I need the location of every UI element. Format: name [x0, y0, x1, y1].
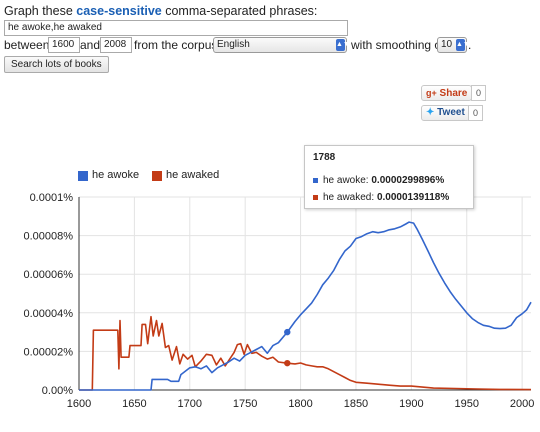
x-tick-label: 1900 [399, 398, 423, 410]
tooltip-year: 1788 [313, 152, 336, 163]
start-year-input[interactable]: 1600 [48, 37, 80, 53]
share-count: 0 [471, 85, 487, 101]
instructions-prefix: Graph these [4, 4, 77, 18]
tweet-button[interactable]: ✦ Tweet [421, 105, 470, 121]
tooltip-swatch-awoke [313, 177, 318, 183]
case-sensitive-link[interactable]: case-sensitive [76, 4, 162, 18]
y-tick-label: 0.00002% [23, 346, 73, 358]
tweet-label: Tweet [437, 107, 465, 118]
tooltip-value-awaked: 0.0000139118% [376, 192, 450, 203]
tooltip-label-awaked: he awaked: [323, 192, 375, 203]
x-tick-label: 1700 [178, 398, 202, 410]
end-year-input[interactable]: 2008 [100, 37, 132, 53]
share-label: Share [439, 88, 468, 99]
search-button[interactable]: Search lots of books [4, 56, 109, 73]
x-tick-label: 1800 [288, 398, 312, 410]
corpus-value: English [217, 39, 250, 50]
between-label: between [4, 38, 50, 52]
select-arrows-icon: ▲▼ [456, 39, 470, 51]
and-label: and [80, 38, 101, 52]
tooltip-row-awaked: he awaked: 0.0000139118% [313, 192, 449, 203]
legend-label-awoke: he awoke [92, 169, 140, 181]
tooltip-value-awoke: 0.0000299896% [371, 175, 445, 186]
smoothing-label: with smoothing of [351, 38, 445, 52]
tooltip: 1788 he awoke: 0.0000299896% he awaked: … [304, 145, 474, 209]
legend-swatch-awaked [152, 171, 162, 181]
y-tick-label: 0.00% [42, 385, 73, 397]
x-tick-label: 2000 [510, 398, 534, 410]
google-plus-icon: g+ [426, 88, 437, 98]
instructions-suffix: comma-separated phrases: [161, 4, 318, 18]
x-tick-label: 1650 [122, 398, 146, 410]
series-line-he-awoke [79, 221, 532, 391]
corpus-select[interactable]: English ▲▼ [213, 37, 350, 53]
select-arrows-icon: ▲▼ [336, 39, 350, 51]
legend-swatch-awoke [78, 171, 88, 181]
tooltip-row-awoke: he awoke: 0.0000299896% [313, 175, 444, 186]
query-input[interactable]: he awoke,he awaked [4, 20, 348, 36]
tooltip-label-awoke: he awoke: [323, 175, 369, 186]
corpus-label: from the corpus [134, 38, 218, 52]
instructions: Graph these case-sensitive comma-separat… [4, 4, 317, 18]
y-tick-label: 0.00004% [23, 308, 73, 320]
highlight-point-he-awaked [284, 359, 291, 367]
highlight-point-he-awoke [284, 328, 291, 336]
y-tick-label: 0.00006% [23, 269, 73, 281]
tooltip-swatch-awaked [313, 194, 318, 200]
smoothing-select[interactable]: 10 ▲▼ [437, 37, 470, 53]
x-tick-label: 1850 [344, 398, 368, 410]
period: . [468, 38, 472, 52]
series-line-he-awaked [79, 315, 532, 391]
smoothing-value: 10 [441, 39, 453, 50]
legend-label-awaked: he awaked [166, 169, 220, 181]
twitter-bird-icon: ✦ [426, 107, 435, 118]
y-tick-label: 0.00008% [23, 231, 73, 243]
share-button[interactable]: g+ Share [421, 85, 473, 101]
x-tick-label: 1600 [67, 398, 91, 410]
y-tick-label: 0.0001% [30, 192, 74, 204]
x-tick-label: 1750 [233, 398, 257, 410]
x-tick-label: 1950 [455, 398, 479, 410]
tweet-count: 0 [468, 105, 484, 121]
